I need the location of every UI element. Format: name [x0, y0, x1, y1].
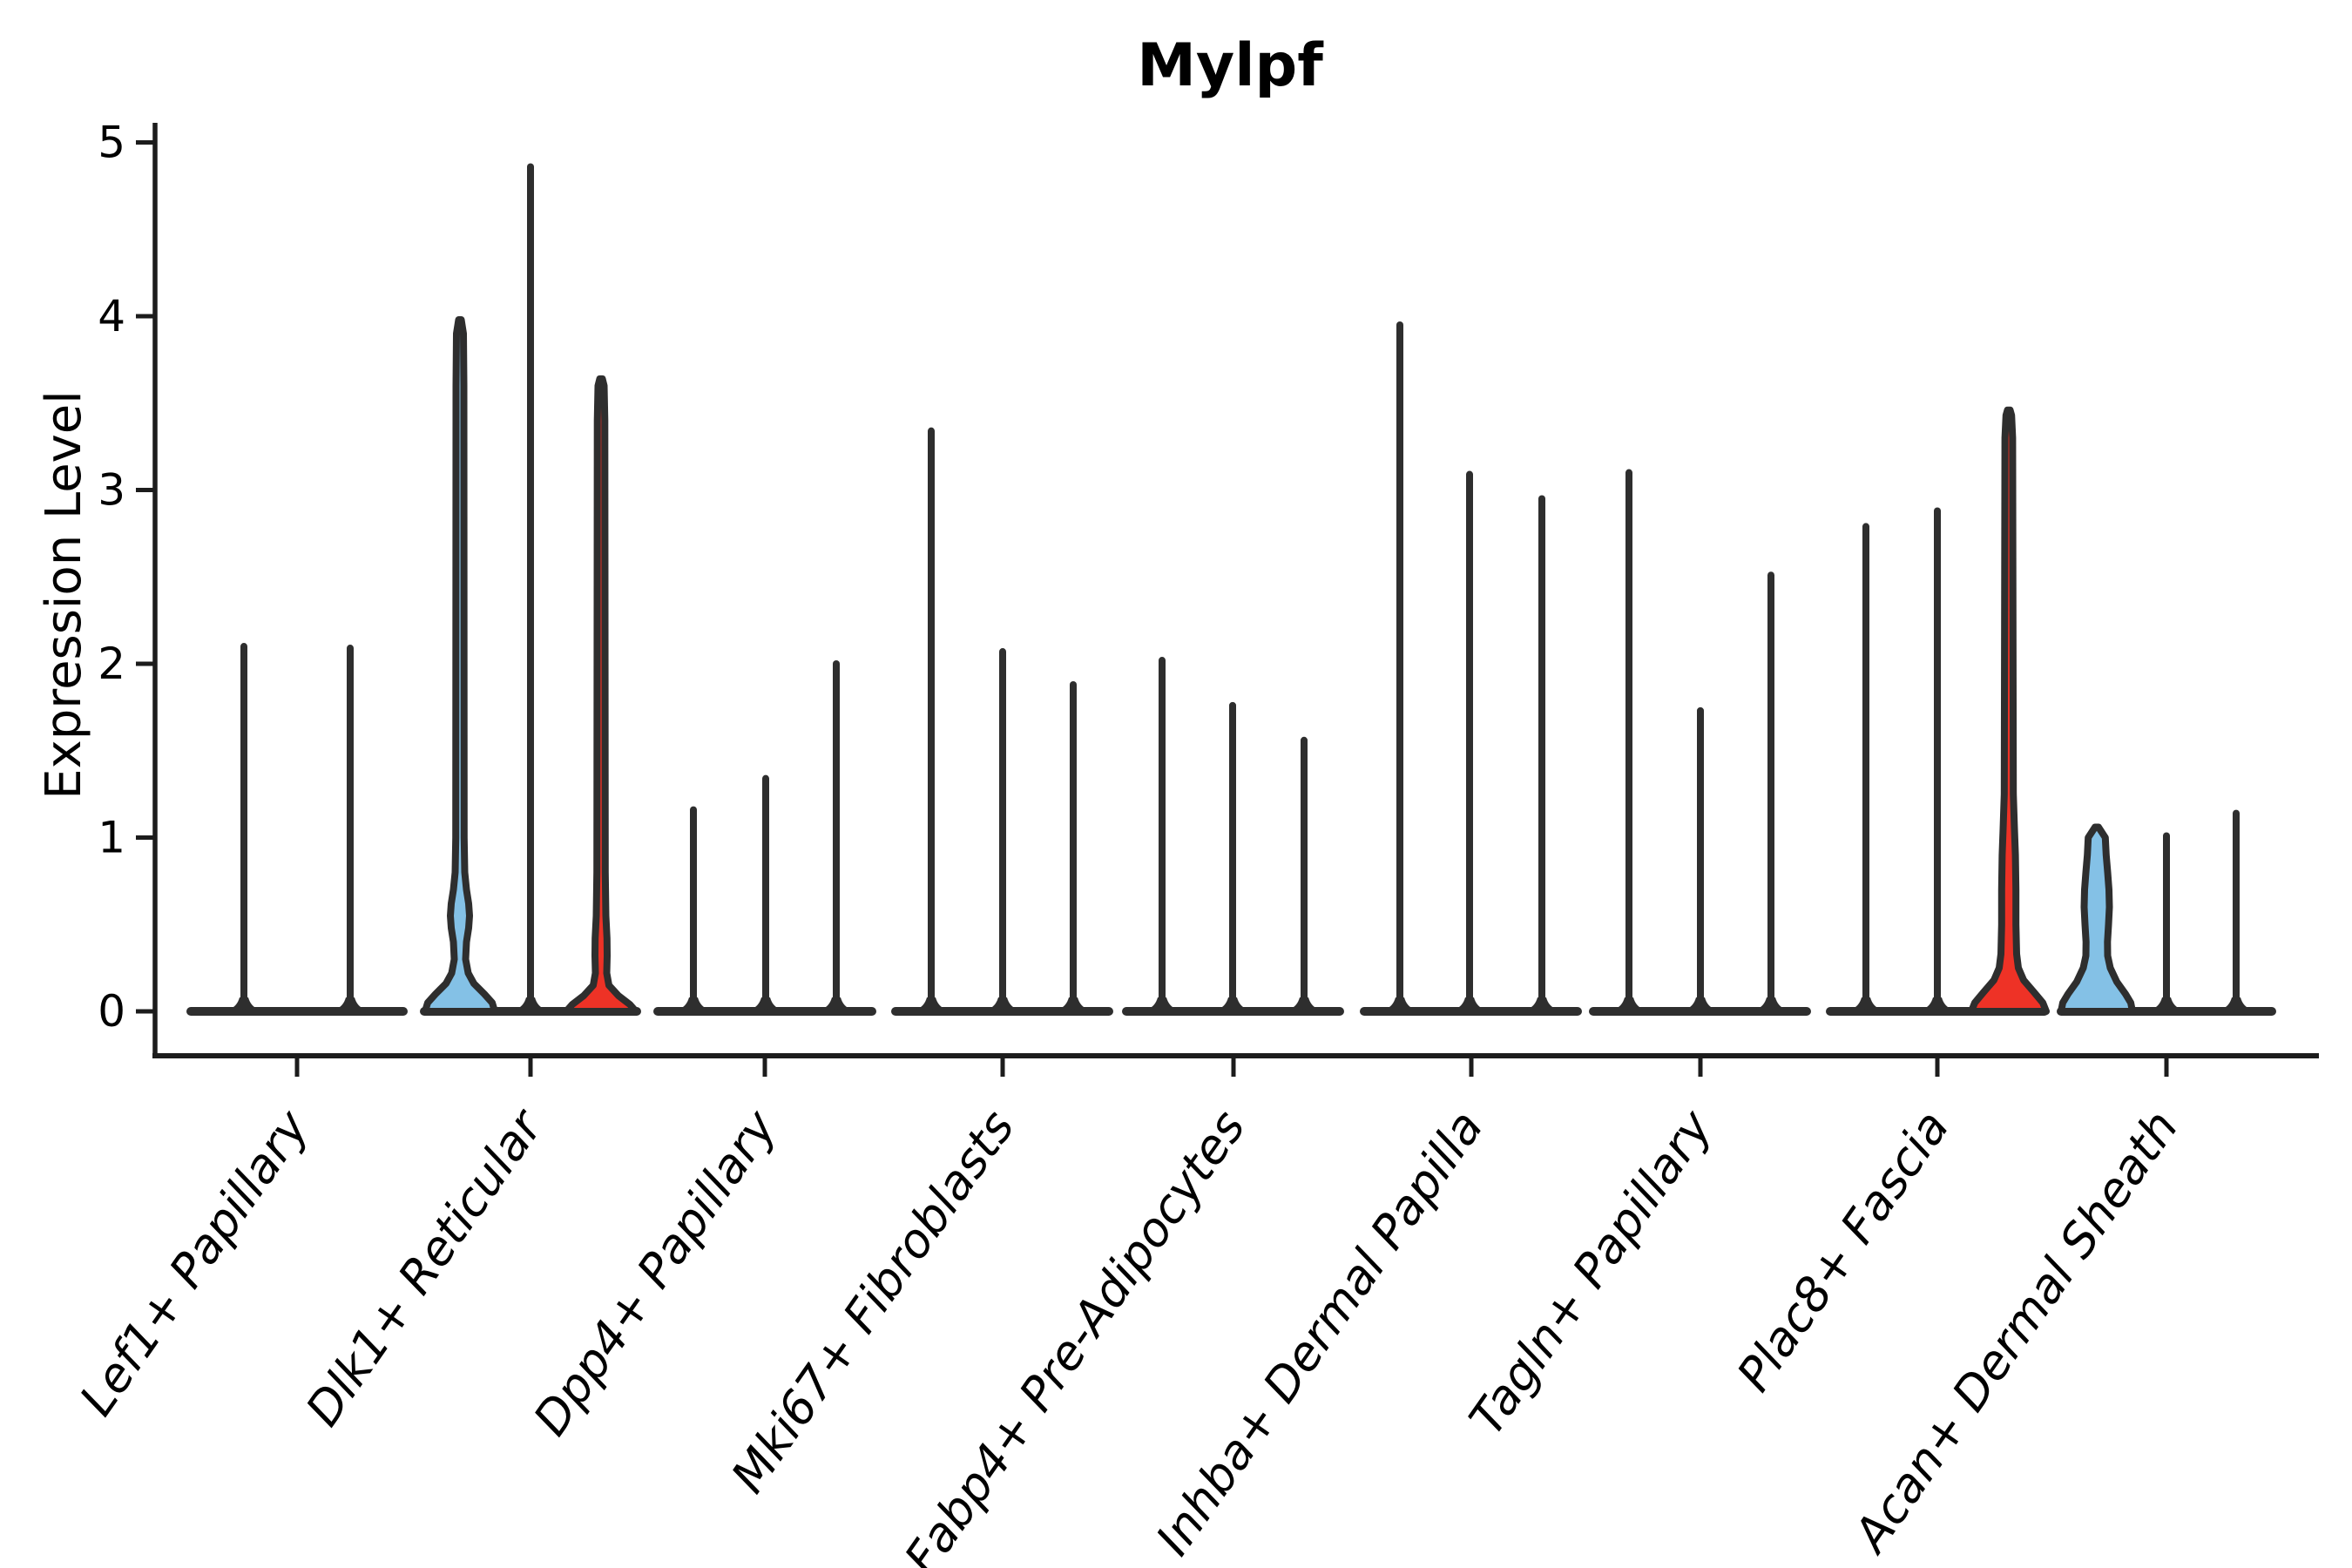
y-tick-label: 3: [98, 465, 125, 516]
x-tick-label: Tagln+ Papillary: [1459, 1099, 1724, 1444]
plot-title: Mylpf: [1137, 31, 1324, 100]
x-tick-label: Dlk1+ Reticular: [295, 1098, 554, 1436]
x-tick-label: Dpp4+ Papillary: [523, 1099, 787, 1445]
x-tick-label: Lef1+ Papillary: [69, 1099, 320, 1425]
y-tick-label: 4: [98, 291, 125, 341]
violin-body: [422, 315, 498, 1015]
x-tick-label: Plac8+ Fascia: [1727, 1100, 1960, 1401]
violin-series: [186, 163, 2276, 1016]
y-tick-label: 5: [98, 118, 125, 168]
y-axis-label: Expression Level: [36, 390, 92, 800]
violin-body: [2058, 823, 2136, 1015]
violin-body: [1968, 406, 2050, 1015]
y-tick-label: 2: [98, 639, 125, 689]
violin-body: [563, 375, 639, 1015]
y-tick-label: 0: [98, 986, 125, 1037]
x-axis-ticks: [294, 1056, 2169, 1077]
y-axis-ticks: 0 1 2 3 4 5: [98, 118, 155, 1037]
y-tick-label: 1: [98, 813, 125, 863]
